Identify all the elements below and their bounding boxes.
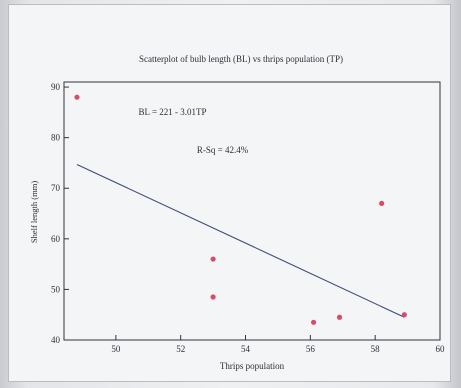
y-tick-label: 60 — [51, 234, 61, 244]
x-tick-label: 54 — [241, 344, 251, 354]
data-point — [379, 200, 385, 207]
data-point — [310, 319, 317, 325]
x-axis: 50 52 54 56 58 60 — [111, 335, 445, 354]
chart-card — [8, 4, 451, 382]
regression-line — [76, 163, 405, 318]
y-tick-label: 90 — [51, 82, 61, 92]
data-points — [74, 94, 407, 325]
y-axis-label: Shelf length (mm) — [29, 181, 39, 243]
data-point — [336, 314, 343, 320]
x-tick-label: 60 — [436, 344, 446, 354]
chart-title: Scatterplot of bulb length (BL) vs thrip… — [139, 54, 343, 64]
y-tick-label: 80 — [51, 133, 61, 143]
data-point — [74, 94, 80, 100]
x-tick-label: 56 — [306, 344, 316, 354]
y-tick-label: 70 — [51, 183, 61, 193]
x-tick-label: 50 — [111, 344, 121, 354]
y-axis: 40 50 60 70 80 90 — [51, 82, 69, 345]
r-squared-label: R-Sq = 42.4% — [197, 145, 249, 155]
data-point — [210, 256, 216, 262]
y-tick-label: 40 — [51, 335, 61, 345]
x-tick-label: 58 — [371, 344, 381, 354]
data-point — [210, 294, 216, 300]
data-point — [401, 312, 407, 318]
x-axis-label: Thrips population — [220, 361, 285, 371]
x-tick-label: 52 — [176, 344, 185, 354]
y-tick-label: 50 — [51, 284, 61, 294]
regression-equation: BL = 221 - 3.01TP — [139, 107, 207, 117]
plot-frame — [63, 81, 441, 341]
